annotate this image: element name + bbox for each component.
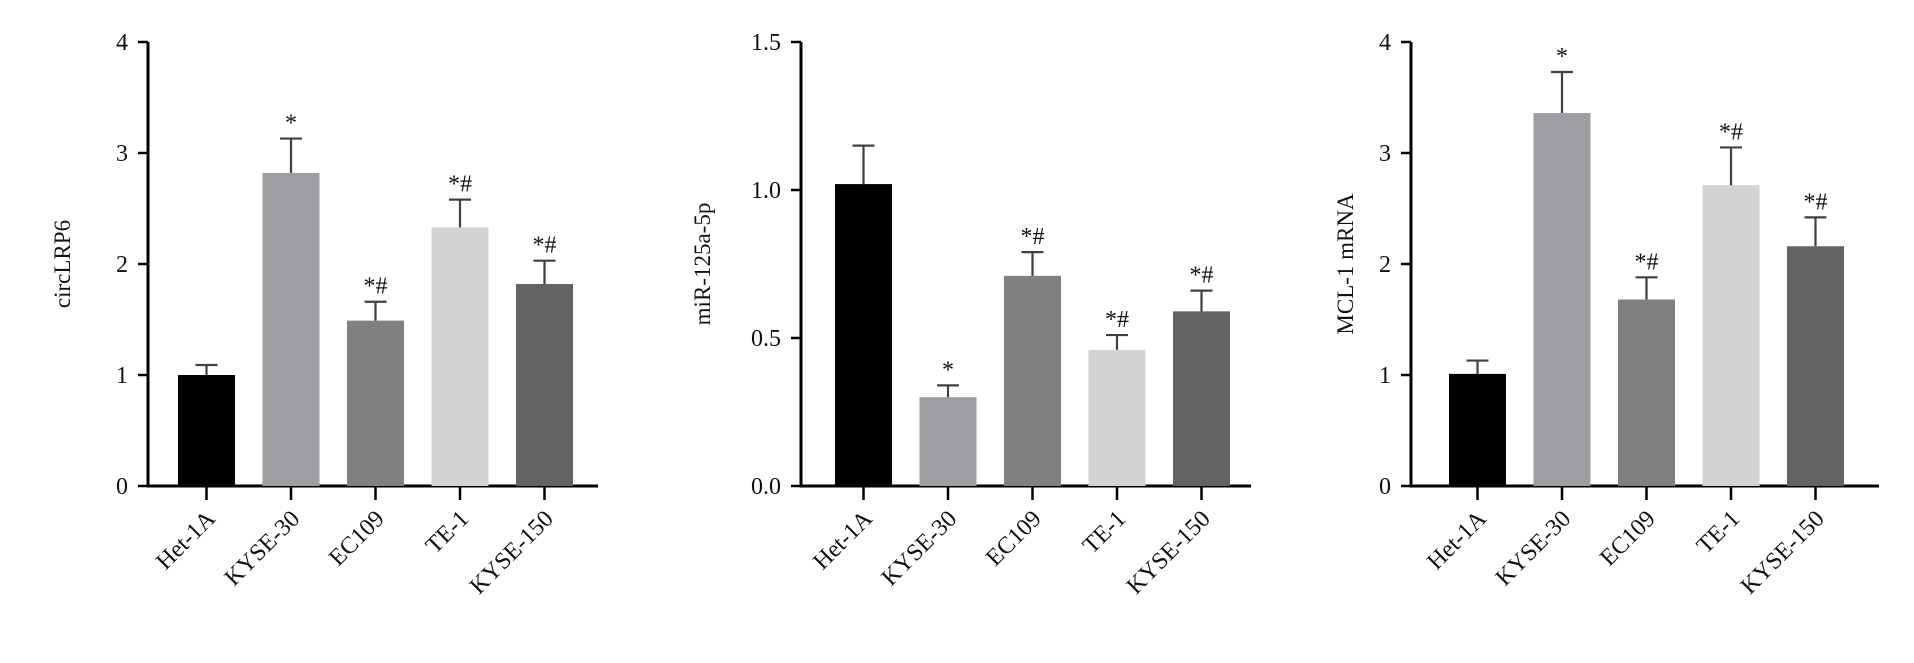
bar-te-1	[1702, 185, 1760, 486]
bar-het-1a	[835, 184, 892, 486]
significance-label: *#	[533, 233, 557, 259]
significance-label: *#	[448, 172, 472, 198]
chart-panel-1: circLRP6 0 1 2 3 4 Het-1A * KYSE-30 *# EC109 *# TE-1…	[50, 30, 598, 600]
significance-label: *#	[1635, 249, 1659, 275]
x-tick-label: EC109	[324, 506, 390, 572]
error-bar	[1021, 251, 1044, 276]
bar-het-1a	[1449, 373, 1506, 486]
x-tick-label: Het-1A	[808, 505, 878, 575]
significance-label: *#	[1105, 307, 1129, 333]
error-bar	[280, 137, 302, 173]
error-bar	[852, 144, 875, 185]
error-bar	[1106, 333, 1128, 350]
significance-label: *#	[1190, 263, 1214, 289]
bar-te-1	[1088, 349, 1146, 486]
chart-panel-2: miR-125a-5p 0.0 0.5 1.0 1.5 Het-1A * KYSE-30 *# E…	[690, 30, 1251, 600]
error-bar	[1635, 276, 1658, 300]
error-bar	[364, 300, 387, 321]
x-tick-label: EC109	[981, 506, 1047, 572]
bar-ec109	[1618, 299, 1675, 486]
x-tick-label: Het-1A	[1422, 505, 1492, 575]
bar-kyse-30	[262, 172, 320, 487]
significance-label: *	[285, 111, 297, 137]
y-axis-label: miR-125a-5p	[690, 203, 715, 326]
x-tick-label: Het-1A	[151, 505, 221, 575]
y-axis-label: circLRP6	[50, 220, 75, 308]
error-bar	[1466, 359, 1489, 374]
error-bar	[195, 363, 218, 375]
significance-label: *	[942, 357, 954, 383]
significance-label: *#	[364, 274, 388, 300]
x-tick-label: EC109	[1595, 506, 1661, 572]
y-axis-label: MCL-1 mRNA	[1333, 193, 1358, 335]
x-tick-label: TE-1	[1692, 506, 1745, 559]
x-tick-label: KYSE-150	[465, 506, 559, 600]
error-bar	[1190, 289, 1213, 312]
bar-kyse-150	[1787, 246, 1844, 486]
significance-label: *#	[1021, 224, 1045, 250]
error-bar	[937, 384, 959, 398]
y-tick-label: 1	[1379, 363, 1391, 389]
y-tick-label: 1.0	[751, 178, 781, 204]
x-tick-label: KYSE-150	[1736, 506, 1830, 600]
y-tick-label: 0	[1379, 474, 1391, 500]
y-tick-label: 0.5	[751, 326, 781, 352]
y-tick-label: 2	[1379, 252, 1391, 278]
x-tick-label: TE-1	[421, 506, 474, 559]
bar-kyse-30	[919, 397, 977, 486]
bar-het-1a	[178, 375, 235, 486]
bar-te-1	[431, 227, 489, 486]
y-tick-label: 4	[1379, 30, 1391, 56]
error-bar	[533, 259, 556, 284]
significance-label: *#	[1719, 119, 1743, 145]
x-tick-label: TE-1	[1078, 506, 1131, 559]
y-tick-label: 4	[116, 30, 128, 56]
significance-label: *#	[1804, 189, 1828, 215]
y-tick-label: 0	[116, 474, 128, 500]
bar-kyse-30	[1533, 113, 1591, 486]
error-bar	[1804, 216, 1827, 247]
error-bar	[1720, 146, 1742, 186]
y-tick-label: 3	[1379, 141, 1391, 167]
x-tick-label: KYSE-30	[220, 506, 305, 591]
error-bar	[449, 198, 471, 228]
y-tick-label: 3	[116, 141, 128, 167]
y-tick-label: 1.5	[751, 30, 781, 56]
significance-label: *	[1556, 44, 1568, 70]
y-tick-label: 2	[116, 252, 128, 278]
chart-panel-3: MCL-1 mRNA 0 1 2 3 4 Het-1A * KYSE-30 *# EC109 *# TE…	[1333, 30, 1879, 600]
bar-ec109	[1004, 275, 1061, 486]
y-tick-label: 1	[116, 363, 128, 389]
y-tick-label: 0.0	[751, 474, 781, 500]
error-bar	[1551, 70, 1573, 114]
bar-kyse-150	[1173, 311, 1230, 486]
x-tick-label: KYSE-150	[1122, 506, 1216, 600]
bar-kyse-150	[516, 283, 573, 486]
bar-ec109	[347, 320, 404, 486]
x-tick-label: KYSE-30	[877, 506, 962, 591]
x-tick-label: KYSE-30	[1491, 506, 1576, 591]
